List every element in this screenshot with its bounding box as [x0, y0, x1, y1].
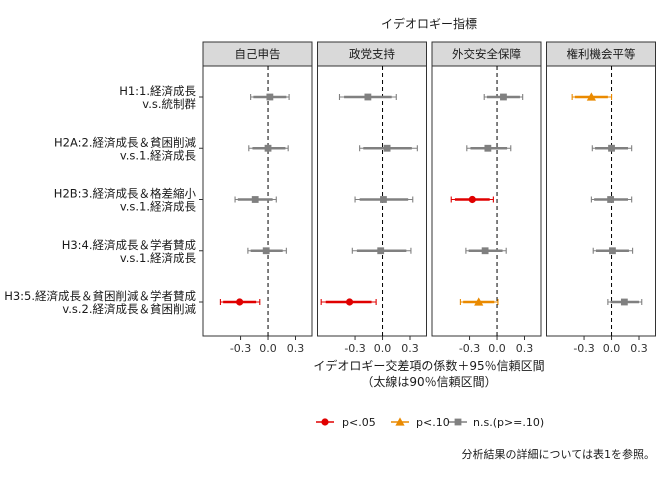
y-tick-label: H1:1.経済成長	[119, 84, 196, 98]
x-tick-label: 0.0	[374, 342, 392, 355]
coefficient-estimate	[591, 144, 633, 152]
legend-label: n.s.(p>=.10)	[473, 416, 544, 429]
coefficient-estimate	[219, 298, 261, 306]
x-tick-label: 0.3	[630, 342, 648, 355]
point-estimate-marker	[608, 144, 615, 152]
x-tick-label: 0.0	[259, 342, 277, 355]
point-estimate-marker	[251, 196, 259, 203]
legend-key-marker	[321, 418, 329, 426]
legend-entry: p<.10	[391, 416, 450, 429]
y-tick-label: v.s.2.経済成長＆貧困削減	[62, 302, 196, 316]
x-axis-title-line-2: （太線は90％信頼区間）	[361, 374, 496, 389]
panel-frame	[546, 65, 656, 337]
legend-label: p<.05	[342, 416, 376, 429]
coefficient-estimate	[351, 247, 412, 255]
coefficient-estimate	[590, 196, 633, 203]
facet-strip	[546, 41, 656, 67]
coefficient-estimate	[465, 247, 507, 255]
y-tick-label: v.s.1.経済成長	[120, 148, 197, 162]
legend-key-marker	[395, 417, 405, 426]
point-estimate-marker	[474, 297, 484, 306]
footnote: 分析結果の詳細については表1を参照。	[462, 447, 655, 461]
coefficient-estimate	[466, 144, 512, 152]
point-estimate-marker	[481, 247, 489, 255]
legend: p<.05 p<.10 n.s.(p>=.10)	[316, 416, 544, 429]
facet-panel: 外交安全保障 -0.3 0.0 0.3	[431, 41, 542, 355]
coefficient-estimate	[234, 196, 277, 203]
y-axis-labels: H1:1.経済成長v.s.統制群H2A:2.経済成長＆貧困削減v.s.1.経済成…	[4, 84, 203, 316]
x-tick-label: -0.3	[573, 342, 594, 355]
point-estimate-marker	[383, 144, 391, 152]
legend-entry: p<.05	[316, 416, 376, 429]
x-tick-label: 0.0	[603, 342, 621, 355]
coefficient-estimate	[248, 144, 289, 152]
facet-strip-label: 政党支持	[349, 47, 395, 61]
facet-strip-label: 権利機会平等	[567, 47, 636, 61]
point-estimate-marker	[236, 298, 244, 306]
coefficient-estimate	[450, 195, 494, 204]
chart-title: イデオロギー指標	[381, 16, 477, 31]
point-estimate-marker	[620, 298, 628, 306]
y-tick-label: H3:4.経済成長＆学者賛成	[62, 238, 197, 252]
point-estimate-marker	[262, 247, 270, 255]
x-tick-label: -0.3	[230, 342, 251, 355]
x-tick-label: 0.3	[401, 342, 419, 355]
point-estimate-marker	[364, 93, 372, 101]
point-estimate-marker	[380, 196, 387, 203]
facet-strip-label: 自己申告	[235, 47, 281, 61]
y-tick-label: H2B:3.経済成長＆格差縮小	[54, 187, 197, 201]
coefficient-estimate	[320, 298, 377, 306]
y-tick-label: v.s.統制群	[142, 97, 196, 111]
y-tick-label: H3:5.経済成長＆貧困削減＆学者賛成	[4, 289, 196, 303]
point-estimate-marker	[266, 93, 274, 101]
y-tick-label: H2A:2.経済成長＆貧困削減	[54, 135, 196, 149]
point-estimate-marker	[345, 298, 354, 306]
coefficient-estimate	[483, 93, 524, 101]
facet-panel: 自己申告 -0.3 0.0 0.3	[202, 41, 313, 355]
legend-label: p<.10	[416, 416, 450, 429]
x-tick-label: 0.0	[488, 342, 506, 355]
coefficient-estimate	[571, 92, 613, 101]
point-estimate-marker	[607, 196, 615, 203]
panel-frame	[431, 65, 542, 337]
facet-strip	[317, 41, 427, 67]
x-tick-label: -0.3	[459, 342, 480, 355]
y-tick-label: v.s.1.経済成長	[120, 200, 197, 214]
point-estimate-marker	[609, 247, 616, 255]
facet-panel: 政党支持 -0.3 0.0 0.3	[317, 41, 427, 355]
point-estimate-marker	[468, 195, 476, 204]
coefficient-estimate	[359, 144, 418, 152]
point-estimate-marker	[500, 93, 507, 101]
point-estimate-marker	[586, 92, 596, 101]
point-estimate-marker	[264, 144, 272, 152]
coefficient-estimate	[459, 297, 499, 306]
facet-strip-label: 外交安全保障	[452, 47, 521, 61]
legend-key-marker	[454, 418, 462, 426]
coefficient-estimate	[247, 247, 287, 255]
legend-entry: n.s.(p>=.10)	[449, 416, 544, 429]
panel-frame	[202, 65, 313, 337]
point-estimate-marker	[377, 247, 385, 255]
facet-panel: 権利機会平等 -0.3 0.0 0.3	[546, 41, 656, 355]
coefficient-estimate	[607, 298, 643, 306]
x-tick-label: -0.3	[344, 342, 365, 355]
x-axis-title-line-1: イデオロギー交差項の係数＋95％信頼区間	[313, 358, 544, 373]
coefficient-estimate	[250, 93, 290, 101]
x-tick-label: 0.3	[516, 342, 534, 355]
facet-panels: 自己申告 -0.3 0.0 0.3 政党支持 -0.3 0.0 0.3 外交安全保障 -0.3 0.…	[202, 41, 656, 355]
point-estimate-marker	[484, 144, 492, 152]
facet-strip	[202, 41, 313, 67]
x-tick-label: 0.3	[287, 342, 305, 355]
y-tick-label: v.s.1.経済成長	[120, 251, 197, 265]
coefficient-estimate	[592, 247, 634, 255]
coefficient-estimate	[354, 196, 414, 203]
coefficient-estimate	[338, 93, 397, 101]
panel-frame	[317, 65, 427, 337]
